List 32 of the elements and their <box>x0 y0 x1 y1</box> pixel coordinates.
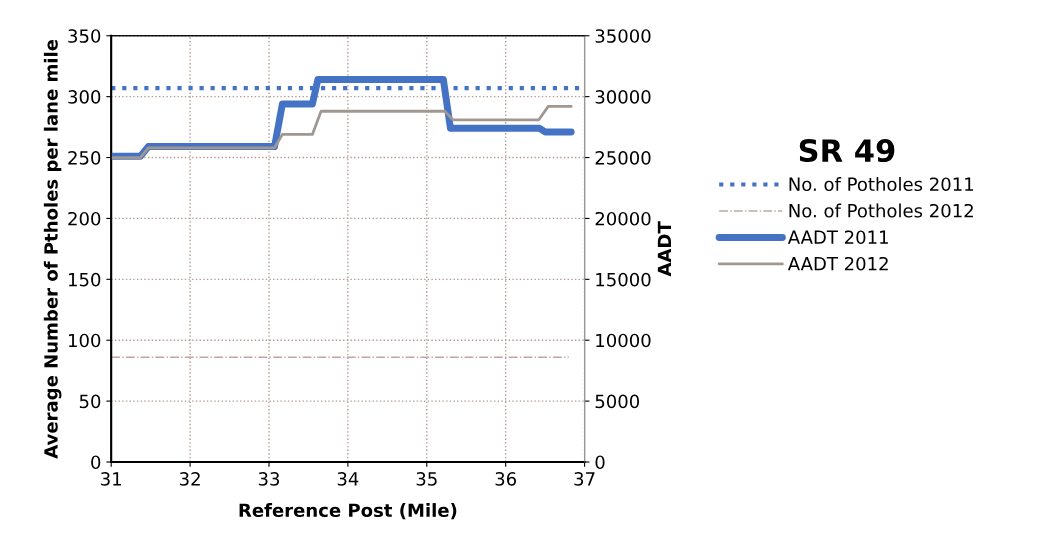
line-series <box>111 105 573 159</box>
y-axis-title: Average Number of Ptholes per lane mile <box>43 39 62 459</box>
y2-axis-title: AADT <box>657 221 671 277</box>
y-tick-label: 200 <box>68 211 101 226</box>
x-tick-label: 31 <box>101 472 122 486</box>
y2-tick-label: 0 <box>595 455 605 470</box>
x-tick-label: 32 <box>179 472 200 486</box>
x-tick-label: 36 <box>495 472 517 486</box>
legend-label: AADT 2011 <box>787 230 888 245</box>
y2-tick-label: 20000 <box>595 211 651 226</box>
x-tick-label: 33 <box>258 472 280 486</box>
y2-tick-label: 25000 <box>595 150 651 165</box>
y-tick-label: 100 <box>68 333 101 348</box>
y2-tick-label: 5000 <box>595 394 640 409</box>
y-tick-label: 0 <box>91 455 101 470</box>
x-tick-label: 35 <box>416 472 437 486</box>
legend-label: AADT 2012 <box>787 256 888 271</box>
legend-title: SR 49 <box>799 139 895 163</box>
x-tick-label: 34 <box>337 472 359 486</box>
y-tick-label: 150 <box>68 272 101 287</box>
y-tick-label: 50 <box>79 394 101 409</box>
legend-label: No. of Potholes 2012 <box>789 203 973 218</box>
y2-tick-label: 10000 <box>596 333 651 348</box>
x-tick-label: 37 <box>574 472 595 486</box>
y2-tick-label: 15000 <box>596 272 651 287</box>
legend-label: No. of Potholes 2011 <box>789 177 974 192</box>
y2-tick-label: 35000 <box>595 29 651 43</box>
y-tick-label: 300 <box>68 90 101 104</box>
x-axis-title: Reference Post (Mile) <box>239 503 457 520</box>
y-tick-label: 350 <box>68 29 101 43</box>
y2-tick-label: 30000 <box>595 90 651 104</box>
y-tick-label: 250 <box>68 150 101 165</box>
